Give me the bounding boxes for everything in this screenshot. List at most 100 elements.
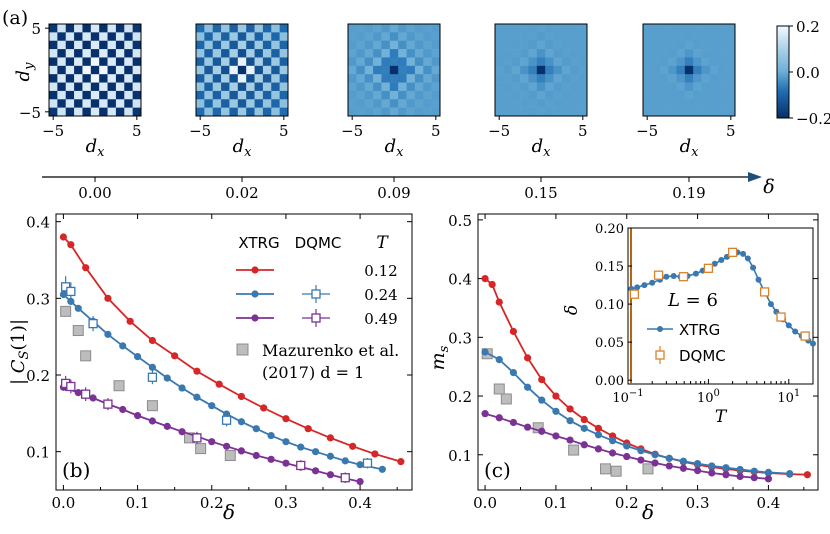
xtrg-point (651, 451, 659, 459)
heatmap-cell (414, 24, 424, 33)
heatmap-cell (229, 49, 239, 58)
xtrg-point (538, 427, 546, 435)
xtrg-point (67, 297, 75, 305)
heatmap-cell (684, 74, 694, 83)
legend-dqmc-marker (311, 289, 321, 299)
heatmap-cell (348, 32, 357, 42)
heatmap-cell (212, 65, 222, 75)
heatmap-cell (49, 107, 58, 117)
heatmap-cell (373, 90, 382, 100)
heatmap-cell (709, 57, 719, 67)
colorbar-segment (777, 110, 789, 113)
xtrg-point (481, 410, 489, 418)
xtrg-point (282, 459, 290, 467)
heatmap-cell (414, 57, 424, 67)
heatmap-cell (495, 107, 504, 117)
xtick-label: −5 (42, 122, 64, 140)
xtrg-point (651, 459, 659, 467)
heatmap-cell (99, 90, 108, 100)
xtick-label: 0.3 (274, 494, 298, 512)
heatmap-cell (132, 82, 142, 92)
heatmap-cell (570, 99, 579, 108)
xtrg-point (215, 380, 223, 388)
experiment-marker (532, 422, 544, 434)
heatmap-cell (373, 74, 382, 83)
inset-xtrg-point (767, 301, 774, 308)
heatmap-cell (348, 40, 357, 50)
heatmap-cell (693, 107, 702, 117)
heatmap-cell (254, 24, 264, 33)
xtrg-point (495, 414, 503, 422)
xtrg-point (260, 404, 268, 412)
colorbar-segment (777, 108, 789, 111)
heatmap-cell (204, 40, 214, 50)
heatmap-cell (373, 99, 382, 108)
heatmap-cell (643, 74, 652, 83)
heatmap-cell (246, 24, 255, 33)
heatmap-cell (431, 65, 441, 75)
xtrg-point (104, 294, 112, 302)
heatmap-cell (82, 65, 92, 75)
heatmap-cell (74, 49, 83, 58)
heatmap-cell (676, 107, 686, 117)
ylabel-part: s (437, 345, 452, 352)
xtrg-point (356, 461, 364, 469)
heatmap-cell (99, 32, 108, 42)
xtick-label: −5 (488, 122, 510, 140)
inset-xlabel: T (715, 407, 728, 427)
colorbar-segment (777, 42, 789, 45)
colorbar-segment (777, 114, 789, 117)
heatmap-cell (553, 74, 563, 83)
ylabel: dy (13, 62, 37, 82)
heatmap-cell (57, 57, 67, 67)
heatmap-cell (90, 49, 100, 58)
heatmap-cell (651, 40, 661, 50)
heatmap-cell (561, 74, 571, 83)
dqmc-marker (221, 415, 232, 425)
heatmap-cell (271, 82, 280, 92)
heatmap-cell (684, 24, 694, 33)
inset-annotation-part: L (667, 290, 680, 311)
heatmap-cell (196, 99, 205, 108)
heatmap-cell (212, 57, 222, 67)
heatmap-cell (553, 82, 563, 92)
heatmap-cell (684, 57, 694, 67)
heatmap-cell (254, 40, 264, 50)
heatmap-cell (124, 74, 133, 83)
inset-xtrg-point (792, 328, 799, 335)
heatmap-cell (364, 74, 374, 83)
heatmap-cell (132, 40, 142, 50)
inset-xtrg-point (692, 270, 699, 277)
xtrg-point (580, 424, 588, 432)
heatmap-cell (237, 82, 247, 92)
heatmap-cell (254, 90, 264, 100)
heatmap-frame (642, 23, 736, 117)
heatmap-cell (212, 49, 222, 58)
colorbar-segment (777, 58, 789, 61)
heatmap-cell (684, 82, 694, 92)
heatmap-cell (82, 74, 92, 83)
heatmap-cell (373, 40, 382, 50)
heatmap-cell (221, 90, 230, 100)
inset-annotation-part: = 6 (680, 290, 718, 311)
heatmap-cell (668, 49, 677, 58)
heatmap-cell (701, 99, 711, 108)
xtrg-point (267, 431, 275, 440)
heatmap-cell (229, 65, 239, 75)
heatmap-cell (221, 82, 230, 92)
heatmap-cell (406, 65, 416, 75)
heatmap-cell (398, 24, 407, 33)
heatmap-cell (271, 32, 280, 42)
heatmap-cell (414, 82, 424, 92)
colorbar-segment (777, 64, 789, 67)
heatmap-cell (364, 82, 374, 92)
heatmap-cell (701, 107, 711, 117)
heatmap-cell (74, 107, 83, 117)
heatmap-cell (246, 40, 255, 50)
colorbar-segment (777, 33, 789, 36)
heatmap-cell (561, 57, 571, 67)
heatmap-cell (356, 57, 366, 67)
inset-xtrg-point (755, 276, 762, 283)
heatmap-cell (398, 82, 407, 92)
heatmap-cell (668, 82, 677, 92)
